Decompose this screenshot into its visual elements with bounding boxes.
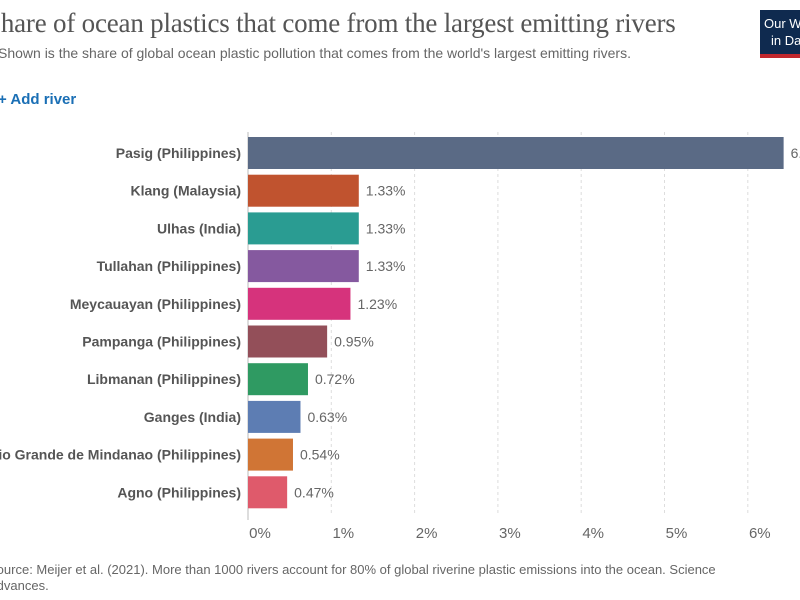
bar[interactable] xyxy=(248,400,301,433)
add-river-button[interactable]: + Add river xyxy=(0,91,76,108)
value-label: 6.43% xyxy=(791,145,800,161)
category-label: Klang (Malaysia) xyxy=(131,183,241,199)
source-note: Source: Meijer et al. (2021). More than … xyxy=(0,562,716,593)
category-label: Ulhas (India) xyxy=(157,220,241,236)
bar[interactable] xyxy=(248,137,784,169)
add-river-label: Add river xyxy=(10,91,77,108)
category-label: Rio Grande de Mindanao (Philippines) xyxy=(0,447,241,463)
category-label: Pasig (Philippines) xyxy=(116,145,241,161)
x-tick-label: 0% xyxy=(249,525,271,542)
bar[interactable] xyxy=(248,325,328,358)
value-label: 1.33% xyxy=(366,258,406,274)
category-label: Pampanga (Philippines) xyxy=(82,334,241,350)
plus-icon: + xyxy=(0,91,7,108)
chart-title: Share of ocean plastics that come from t… xyxy=(0,8,676,38)
bar[interactable] xyxy=(248,363,308,396)
category-label: Agno (Philippines) xyxy=(117,484,241,500)
value-label: 0.54% xyxy=(300,447,340,463)
bar[interactable] xyxy=(248,250,359,283)
value-label: 0.72% xyxy=(315,371,355,387)
category-label: Tullahan (Philippines) xyxy=(97,258,241,274)
chart-subtitle: Shown is the share of global ocean plast… xyxy=(0,45,631,61)
x-tick-label: 2% xyxy=(416,525,438,542)
bar[interactable] xyxy=(248,212,359,245)
category-label: Meycauayan (Philippines) xyxy=(70,296,241,312)
x-tick-label: 6% xyxy=(749,525,771,542)
category-label: Libmanan (Philippines) xyxy=(87,371,241,387)
value-label: 0.47% xyxy=(294,484,334,500)
x-tick-label: 1% xyxy=(332,525,354,542)
value-label: 1.33% xyxy=(366,220,406,236)
x-tick-label: 3% xyxy=(499,525,521,542)
x-tick-label: 4% xyxy=(582,525,604,542)
logo-line-2: in Data xyxy=(771,33,800,48)
owid-logo[interactable]: Our World in Data xyxy=(760,10,800,58)
bar[interactable] xyxy=(248,438,293,471)
value-label: 1.23% xyxy=(357,296,397,312)
bar[interactable] xyxy=(248,287,351,320)
logo-line-1: Our World xyxy=(764,16,800,31)
x-tick-label: 5% xyxy=(666,525,688,542)
value-label: 1.33% xyxy=(366,183,406,199)
value-label: 0.63% xyxy=(307,409,347,425)
value-label: 0.95% xyxy=(334,334,374,350)
category-label: Ganges (India) xyxy=(144,409,241,425)
bar[interactable] xyxy=(248,174,359,207)
bar[interactable] xyxy=(248,476,288,509)
